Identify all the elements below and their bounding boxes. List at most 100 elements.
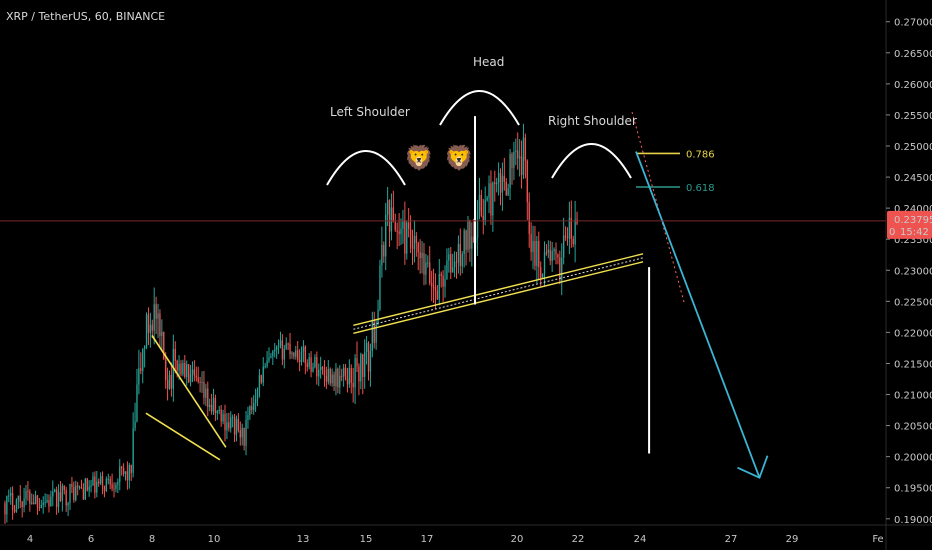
candle-body	[159, 313, 161, 337]
candle-body	[383, 244, 385, 257]
candle-body	[496, 182, 498, 185]
candle-body	[394, 222, 396, 231]
candle-body	[178, 363, 180, 371]
candle-body	[367, 342, 370, 372]
candle-body	[224, 414, 226, 431]
candle-body	[212, 397, 215, 412]
candle-body	[52, 491, 54, 497]
candle-body	[559, 257, 561, 281]
time-tick-label: 29	[786, 534, 799, 545]
candle-body	[555, 249, 557, 255]
candle-body	[362, 354, 364, 377]
candle-body	[413, 235, 416, 249]
candle-body	[209, 404, 211, 408]
candle-body	[122, 468, 125, 474]
wedge-lower-line	[145, 412, 221, 461]
fib-label: 0.786	[686, 149, 715, 160]
candle-body	[316, 357, 318, 377]
candle-body	[457, 243, 460, 263]
candle-body	[254, 399, 257, 403]
candle-body	[147, 314, 150, 333]
candle-body	[532, 240, 534, 252]
candle-body	[385, 214, 387, 257]
candle-body	[507, 188, 509, 196]
candle-body	[266, 360, 268, 367]
candle-body	[140, 368, 142, 371]
candle-body	[402, 219, 404, 229]
candle-body	[524, 137, 527, 161]
projection-arrow-line	[635, 151, 761, 478]
candle-body	[352, 382, 354, 388]
candle-body	[191, 369, 194, 374]
candle-body	[226, 422, 228, 431]
candle-body	[84, 478, 86, 500]
lion-emoji-icon: 🦁	[404, 144, 434, 172]
candle-body	[130, 464, 132, 473]
candle-body	[25, 490, 27, 499]
candle-body	[281, 340, 284, 360]
candle-body	[262, 366, 264, 383]
candle-body	[365, 342, 368, 352]
drawings-layer: 0.786 0.618	[0, 90, 886, 479]
candle-body	[429, 262, 431, 284]
chart-title: XRP / TetherUS, 60, BINANCE	[6, 10, 165, 23]
candle-body	[492, 182, 494, 216]
candle-body	[15, 499, 18, 512]
candle-body	[142, 348, 144, 371]
candle-body	[452, 267, 454, 273]
candle-body	[27, 490, 29, 492]
time-tick-label: 13	[297, 534, 310, 545]
candle-body	[421, 253, 423, 259]
candle-body	[337, 368, 339, 388]
candle-body	[65, 490, 67, 506]
candle-body	[50, 496, 52, 507]
candle-body	[562, 235, 565, 258]
candle-body	[522, 137, 525, 175]
candle-body	[256, 390, 259, 400]
price-tick-label: 0.25500	[894, 111, 932, 122]
candle-body	[121, 466, 123, 469]
candle-body	[432, 286, 435, 288]
candle-body	[561, 257, 563, 281]
candle-body	[126, 471, 129, 481]
candle-body	[415, 235, 417, 243]
candle-body	[94, 476, 96, 493]
time-tick-label: 15	[360, 534, 373, 545]
candle-body	[335, 368, 337, 387]
candle-body	[230, 417, 232, 429]
candle-body	[501, 175, 504, 193]
time-tick-label: 27	[725, 534, 738, 545]
price-tick-label: 0.26000	[894, 80, 932, 91]
candle-body	[547, 249, 550, 253]
candle-body	[153, 304, 155, 331]
candle-body	[237, 418, 240, 431]
candle-body	[10, 492, 12, 496]
candle-body	[551, 251, 553, 261]
candle-body	[21, 501, 23, 508]
candle-body	[543, 252, 546, 275]
candle-body	[390, 207, 393, 232]
candle-body	[373, 321, 375, 343]
candle-body	[318, 370, 320, 377]
candle-body	[222, 414, 224, 422]
time-tick-label: 6	[88, 534, 94, 545]
candle-body	[247, 415, 249, 420]
candle-body	[306, 363, 308, 367]
candle-body	[96, 481, 98, 493]
candle-body	[430, 283, 433, 287]
candle-body	[528, 202, 530, 235]
candle-body	[505, 181, 507, 196]
candle-body	[339, 375, 341, 388]
candle-body	[356, 358, 358, 367]
candle-body	[63, 485, 65, 491]
candle-body	[249, 406, 251, 416]
candle-body	[168, 374, 171, 389]
candle-body	[348, 368, 351, 385]
candle-body	[115, 484, 117, 489]
candle-body	[270, 356, 272, 358]
candle-body	[29, 491, 31, 504]
price-tick-label: 0.26500	[894, 49, 932, 60]
price-tick-label: 0.22000	[894, 328, 932, 339]
